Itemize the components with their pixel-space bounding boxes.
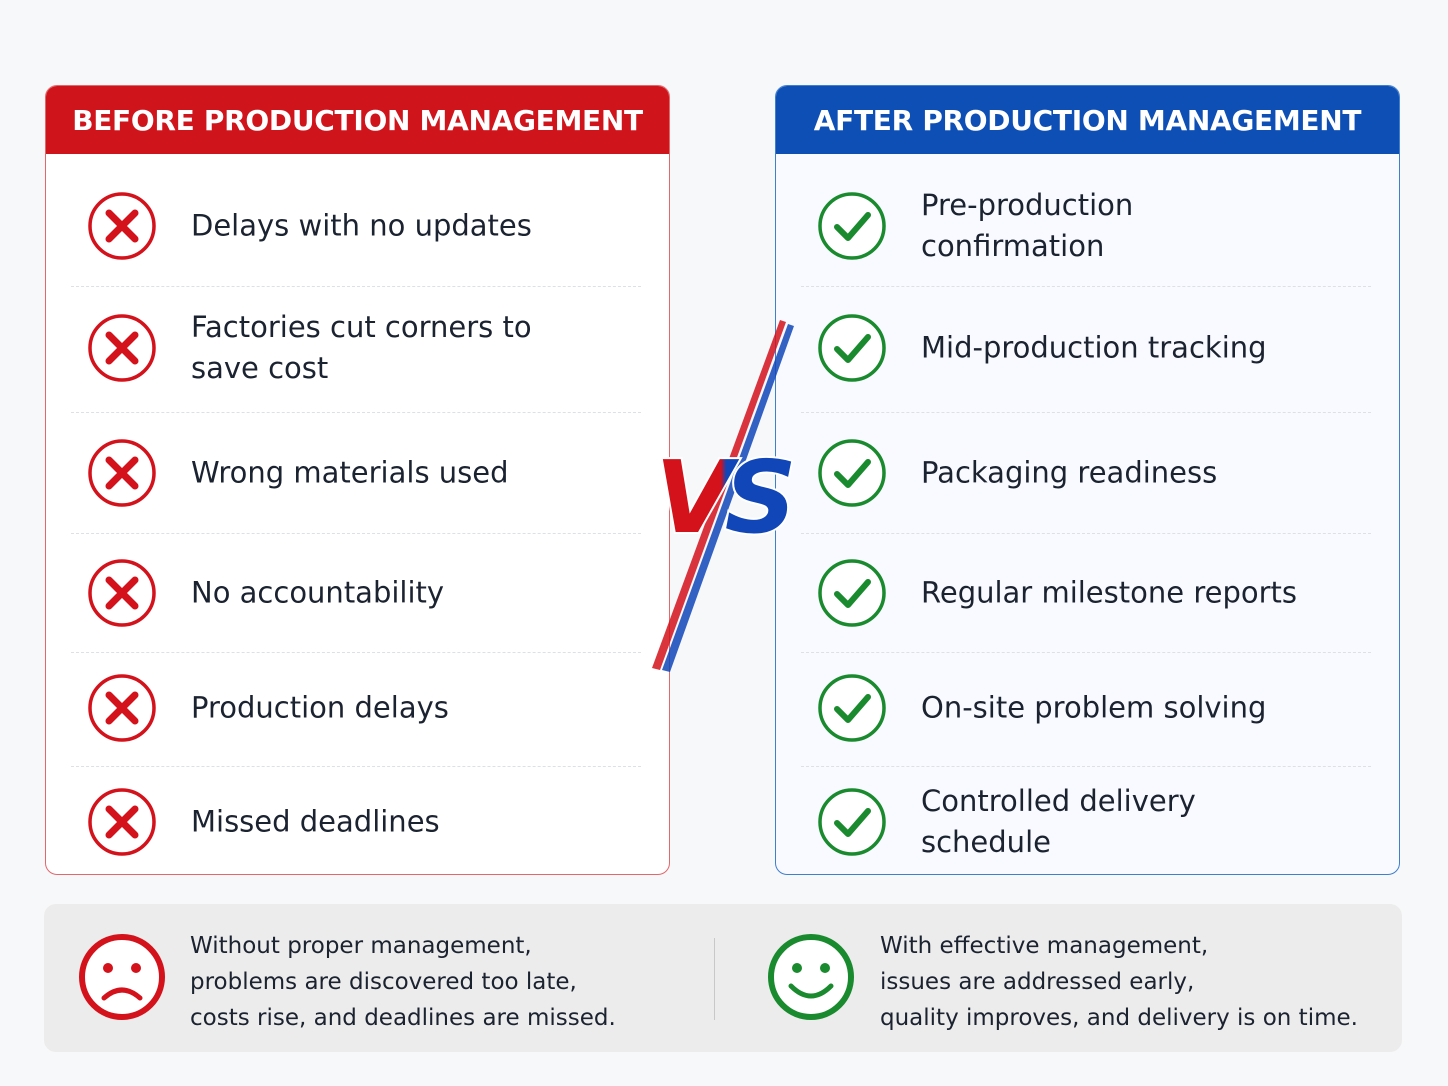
cross-icon bbox=[88, 192, 156, 260]
item-text: Delays with no updates bbox=[191, 208, 532, 243]
summary-line: issues are addressed early, bbox=[880, 969, 1195, 995]
slash-blue bbox=[662, 324, 794, 672]
summary-box: Without proper management, problems are d… bbox=[44, 904, 1402, 1052]
item-text: Controlled delivery schedule bbox=[921, 784, 1196, 859]
happy-face bbox=[768, 934, 854, 1020]
row-divider bbox=[801, 412, 1371, 413]
item-text: Factories cut corners to save cost bbox=[191, 310, 532, 385]
row-divider bbox=[71, 652, 641, 653]
slash-red bbox=[652, 320, 786, 670]
check-icon bbox=[818, 674, 886, 742]
vs-text: VS bbox=[655, 439, 791, 556]
item-text: Packaging readiness bbox=[921, 455, 1218, 490]
row-divider bbox=[71, 412, 641, 413]
item-text: Regular milestone reports bbox=[921, 575, 1297, 610]
item-text: Production delays bbox=[191, 690, 449, 725]
before-summary: Without proper management, problems are d… bbox=[190, 928, 616, 1036]
sad-face bbox=[79, 934, 165, 1020]
row-divider bbox=[71, 766, 641, 767]
after-card: AFTER PRODUCTION MANAGEMENT Pre-producti… bbox=[775, 85, 1400, 875]
item-text: On-site problem solving bbox=[921, 690, 1267, 725]
row-divider bbox=[801, 652, 1371, 653]
after-summary: With effective management, issues are add… bbox=[880, 928, 1358, 1036]
after-title: AFTER PRODUCTION MANAGEMENT bbox=[776, 86, 1399, 154]
cross-icon bbox=[88, 439, 156, 507]
summary-line: costs rise, and deadlines are missed. bbox=[190, 1005, 616, 1031]
cross-icon bbox=[88, 559, 156, 627]
cross-icon bbox=[88, 788, 156, 856]
summary-line: Without proper management, bbox=[190, 933, 532, 959]
check-icon bbox=[818, 559, 886, 627]
row-divider bbox=[801, 286, 1371, 287]
summary-line: quality improves, and delivery is on tim… bbox=[880, 1005, 1358, 1031]
row-divider bbox=[801, 766, 1371, 767]
summary-line: problems are discovered too late, bbox=[190, 969, 577, 995]
cross-icon bbox=[88, 674, 156, 742]
before-card: BEFORE PRODUCTION MANAGEMENT Delays with… bbox=[45, 85, 670, 875]
item-text: No accountability bbox=[191, 575, 445, 610]
cross-icon bbox=[88, 314, 156, 382]
item-text: Wrong materials used bbox=[191, 455, 509, 490]
vs-badge: VS bbox=[652, 320, 802, 672]
before-title: BEFORE PRODUCTION MANAGEMENT bbox=[46, 86, 669, 154]
row-divider bbox=[71, 533, 641, 534]
row-divider bbox=[71, 286, 641, 287]
row-divider bbox=[801, 533, 1371, 534]
item-text: Missed deadlines bbox=[191, 804, 440, 839]
check-icon bbox=[818, 314, 886, 382]
summary-divider bbox=[714, 938, 715, 1020]
item-text: Pre-production confirmation bbox=[921, 188, 1134, 263]
check-icon bbox=[818, 192, 886, 260]
summary-line: With effective management, bbox=[880, 933, 1209, 959]
check-icon bbox=[818, 439, 886, 507]
check-icon bbox=[818, 788, 886, 856]
item-text: Mid-production tracking bbox=[921, 330, 1267, 365]
